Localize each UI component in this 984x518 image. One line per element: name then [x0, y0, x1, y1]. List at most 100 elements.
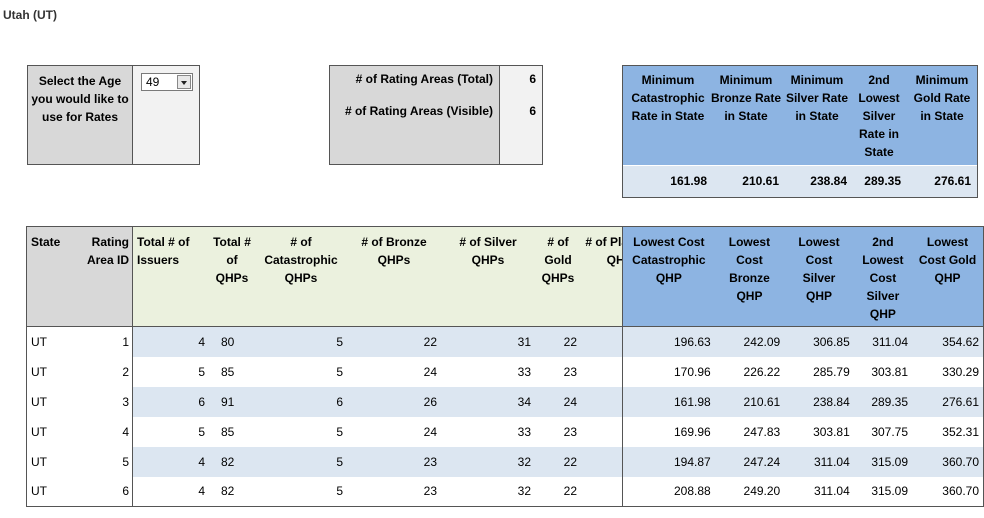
cell-catastrophic: 5: [255, 476, 347, 507]
cell-gold: 22: [535, 476, 581, 507]
age-dropdown[interactable]: 49: [141, 73, 193, 91]
cell-bronze: 23: [347, 476, 441, 507]
cell-issuers: 5: [132, 416, 209, 447]
cell-bronze: 23: [347, 446, 441, 477]
cell-bronze: 26: [347, 386, 441, 417]
rating-areas-labels: # of Rating Areas (Total) # of Rating Ar…: [329, 65, 500, 165]
cell-low-gold: 276.61: [912, 386, 984, 417]
cell-rating-area: 1: [79, 326, 134, 357]
table-row: 69162634241: [132, 386, 666, 417]
table-header-row: State Rating Area ID: [26, 226, 134, 327]
header-low-cat: Lowest Cost Catastrophic QHP: [622, 226, 715, 327]
cell-low-silver: 306.85: [784, 326, 854, 357]
age-dropdown-value: 49: [146, 75, 160, 89]
table-row: UT 1: [26, 326, 134, 357]
cell-silver: 34: [441, 386, 535, 417]
min-silver-header: Minimum Silver Rate in State: [785, 73, 849, 123]
header-second-silver: 2nd Lowest Cost Silver QHP: [853, 226, 913, 327]
cell-low-bronze: 247.24: [714, 446, 785, 477]
cell-second-silver: 311.04: [853, 326, 913, 357]
rating-areas-total-label: # of Rating Areas (Total): [355, 72, 493, 86]
table-row: UT 3: [26, 386, 134, 417]
table-row: 194.87 247.24 311.04 315.09 360.70: [622, 446, 984, 477]
rating-areas-visible-value: 6: [529, 104, 536, 118]
cell-bronze: 24: [347, 416, 441, 447]
table-row: 58552433230: [132, 356, 666, 387]
cell-rating-area: 6: [79, 476, 134, 507]
table-block-1: State Rating Area ID UT 1 UT 2 UT 3 UT 4 UT 5 UT 6: [26, 226, 134, 507]
table-row: 161.98 210.61 238.84 289.35 276.61: [622, 386, 984, 417]
cell-total-qhps: 85: [209, 356, 255, 387]
page-title: Utah (UT): [3, 8, 57, 22]
cell-rating-area: 2: [79, 356, 134, 387]
table-row: 169.96 247.83 303.81 307.75 352.31: [622, 416, 984, 447]
cell-total-qhps: 91: [209, 386, 255, 417]
cell-rating-area: 3: [79, 386, 134, 417]
cell-silver: 32: [441, 446, 535, 477]
min-silver-value: 238.84: [810, 174, 847, 188]
cell-low-cat: 161.98: [622, 386, 715, 417]
cell-low-bronze: 226.22: [714, 356, 785, 387]
cell-low-silver: 311.04: [784, 446, 854, 477]
cell-low-silver: 285.79: [784, 356, 854, 387]
cell-second-silver: 307.75: [853, 416, 913, 447]
cell-state: UT: [26, 446, 79, 477]
cell-total-qhps: 85: [209, 416, 255, 447]
cell-silver: 33: [441, 416, 535, 447]
cell-gold: 22: [535, 326, 581, 357]
rating-areas-visible-label: # of Rating Areas (Visible): [344, 104, 493, 118]
header-low-gold: Lowest Cost Gold QHP: [912, 226, 984, 327]
min-catastrophic-header: Minimum Catastrophic Rate in State: [631, 73, 705, 123]
cell-catastrophic: 6: [255, 386, 347, 417]
chevron-down-icon[interactable]: [177, 75, 191, 89]
cell-catastrophic: 5: [255, 446, 347, 477]
cell-second-silver: 303.81: [853, 356, 913, 387]
table-header-row: Total # of Issuers Total # of QHPs # of Ca…: [132, 226, 666, 327]
cell-catastrophic: 5: [255, 326, 347, 357]
header-catastrophic: # of Catastrophic QHPs: [255, 226, 347, 327]
cell-state: UT: [26, 386, 79, 417]
table-header-row: Lowest Cost Catastrophic QHP Lowest Cost …: [622, 226, 984, 327]
header-total-qhps: Total # of QHPs: [209, 226, 255, 327]
cell-low-cat: 194.87: [622, 446, 715, 477]
table-block-3: Lowest Cost Catastrophic QHP Lowest Cost …: [622, 226, 984, 507]
cell-state: UT: [26, 476, 79, 507]
second-silver-value: 289.35: [864, 174, 901, 188]
cell-low-cat: 196.63: [622, 326, 715, 357]
cell-low-cat: 169.96: [622, 416, 715, 447]
cell-catastrophic: 5: [255, 416, 347, 447]
cell-state: UT: [26, 326, 79, 357]
cell-low-bronze: 242.09: [714, 326, 785, 357]
cell-issuers: 4: [132, 476, 209, 507]
cell-low-gold: 360.70: [912, 446, 984, 477]
cell-gold: 24: [535, 386, 581, 417]
header-bronze: # of Bronze QHPs: [347, 226, 441, 327]
min-catastrophic-value: 161.98: [670, 174, 707, 188]
cell-low-silver: 311.04: [784, 476, 854, 507]
second-silver-header: 2nd Lowest Silver Rate in State: [858, 73, 900, 159]
table-row: 170.96 226.22 285.79 303.81 330.29: [622, 356, 984, 387]
minimum-rates-panel: Minimum Catastrophic Rate in State Minim…: [622, 65, 978, 198]
table-row: UT 6: [26, 476, 134, 507]
header-low-silver: Lowest Cost Silver QHP: [784, 226, 854, 327]
cell-issuers: 4: [132, 446, 209, 477]
cell-second-silver: 315.09: [853, 446, 913, 477]
cell-gold: 22: [535, 446, 581, 477]
header-state: State: [26, 226, 79, 327]
cell-state: UT: [26, 356, 79, 387]
cell-silver: 31: [441, 326, 535, 357]
cell-issuers: 6: [132, 386, 209, 417]
cell-low-gold: 330.29: [912, 356, 984, 387]
table-row: 58552433230: [132, 416, 666, 447]
cell-low-gold: 352.31: [912, 416, 984, 447]
cell-low-silver: 238.84: [784, 386, 854, 417]
header-gold: # of Gold QHPs: [535, 226, 581, 327]
cell-silver: 33: [441, 356, 535, 387]
cell-total-qhps: 80: [209, 326, 255, 357]
table-row: 48252332220: [132, 446, 666, 477]
cell-low-bronze: 247.83: [714, 416, 785, 447]
table-row: UT 5: [26, 446, 134, 477]
table-row: 196.63 242.09 306.85 311.04 354.62: [622, 326, 984, 357]
minimum-rates-header: Minimum Catastrophic Rate in State Minim…: [623, 66, 977, 165]
cell-bronze: 24: [347, 356, 441, 387]
